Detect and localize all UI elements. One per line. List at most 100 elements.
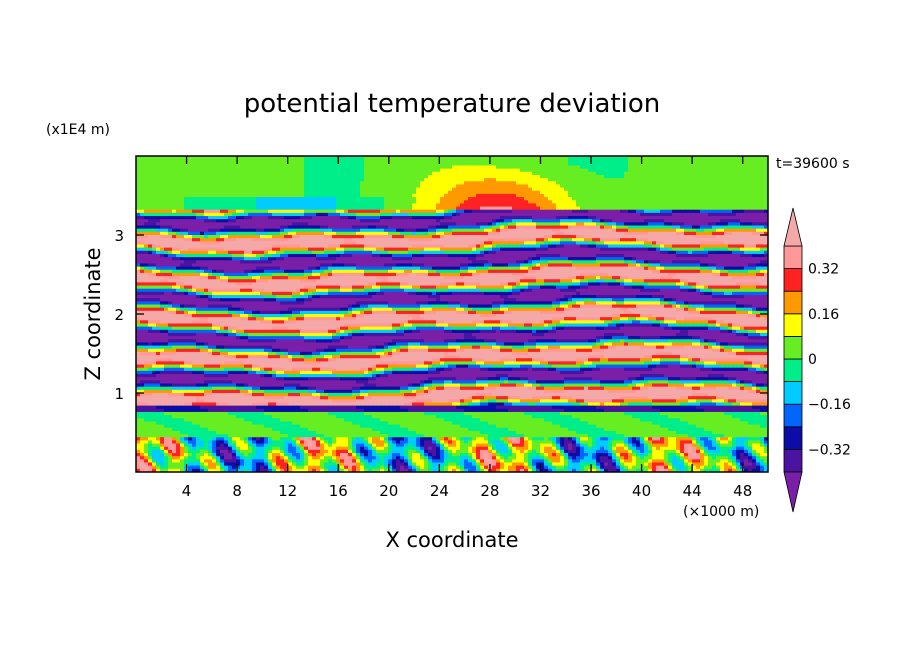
field-cell [588, 250, 593, 255]
field-cell [200, 206, 205, 211]
field-cell [672, 203, 677, 208]
field-cell [736, 190, 741, 195]
field-cell [704, 203, 709, 208]
field-cell [144, 203, 149, 208]
field-cell [572, 235, 577, 239]
field-cell [484, 247, 489, 252]
field-cell [352, 159, 357, 163]
field-cell [176, 193, 181, 198]
field-cell [196, 244, 201, 249]
field-cell [584, 159, 589, 163]
field-cell [356, 197, 361, 201]
field-cell [760, 200, 765, 204]
field-cell [288, 241, 293, 246]
field-cell [368, 184, 373, 189]
field-cell [596, 200, 601, 204]
field-cell [540, 168, 545, 173]
field-cell [516, 165, 521, 170]
field-cell [544, 241, 549, 246]
field-cell [716, 219, 721, 223]
field-cell [424, 200, 429, 204]
field-cell [704, 187, 709, 192]
field-cell [612, 225, 617, 230]
field-cell [408, 244, 413, 249]
field-cell [348, 244, 353, 249]
field-cell [416, 250, 421, 255]
field-cell [700, 200, 705, 204]
field-cell [552, 184, 557, 189]
field-cell [764, 219, 768, 223]
field-cell [648, 244, 653, 249]
field-cell [628, 219, 633, 223]
field-cell [744, 222, 749, 227]
field-cell [680, 159, 685, 163]
field-cell [528, 165, 533, 170]
field-cell [324, 241, 329, 246]
field-cell [652, 244, 657, 249]
field-cell [376, 168, 381, 173]
field-cell [376, 178, 381, 182]
field-cell [624, 197, 629, 201]
field-cell [644, 168, 649, 173]
field-cell [316, 187, 321, 192]
field-cell [280, 193, 285, 198]
field-cell [552, 247, 557, 252]
field-cell [364, 209, 369, 214]
field-cell [260, 197, 265, 201]
field-cell [256, 225, 261, 230]
field-cell [376, 181, 381, 186]
field-cell [752, 203, 757, 208]
field-cell [724, 184, 729, 189]
field-cell [684, 156, 689, 160]
field-cell [188, 193, 193, 198]
field-cell [532, 193, 537, 198]
field-cell [452, 162, 457, 167]
field-cell [568, 190, 573, 195]
field-cell [524, 241, 529, 246]
field-cell [372, 171, 377, 176]
field-cell [396, 184, 401, 189]
field-cell [300, 235, 305, 239]
field-cell [420, 228, 425, 233]
field-cell [724, 238, 729, 242]
field-cell [756, 216, 761, 220]
field-cell [572, 165, 577, 170]
field-cell [656, 216, 661, 220]
field-cell [256, 174, 261, 179]
field-cell [204, 178, 209, 182]
field-cell [720, 238, 725, 242]
field-cell [376, 212, 381, 217]
field-cell [412, 200, 417, 204]
field-cell [312, 203, 317, 208]
field-cell [160, 165, 165, 170]
field-cell [136, 174, 141, 179]
field-cell [172, 231, 177, 236]
field-cell [360, 206, 365, 211]
field-cell [760, 203, 765, 208]
field-cell [276, 235, 281, 239]
field-cell [388, 238, 393, 242]
field-cell [344, 250, 349, 255]
field-cell [492, 165, 497, 170]
field-cell [656, 228, 661, 233]
field-cell [264, 228, 269, 233]
field-cell [356, 206, 361, 211]
field-cell [316, 235, 321, 239]
field-cell [464, 181, 469, 186]
field-cell [212, 222, 217, 227]
field-cell [468, 203, 473, 208]
field-cell [628, 250, 633, 255]
field-cell [608, 225, 613, 230]
field-cell [572, 241, 577, 246]
field-cell [204, 222, 209, 227]
field-cell [516, 219, 521, 223]
field-cell [396, 222, 401, 227]
field-cell [732, 171, 737, 176]
field-cell [444, 159, 449, 163]
field-cell [328, 200, 333, 204]
field-cell [444, 197, 449, 201]
field-cell [308, 219, 313, 223]
field-cell [252, 238, 257, 242]
field-cell [328, 238, 333, 242]
field-cell [380, 250, 385, 255]
